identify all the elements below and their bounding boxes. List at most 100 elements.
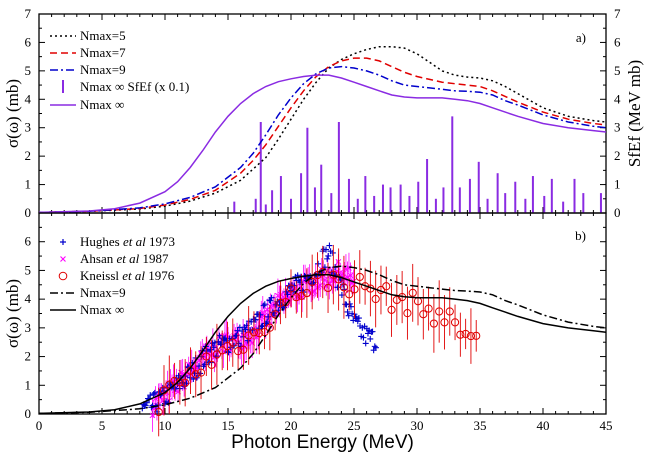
legend-etal: et al (123, 234, 146, 249)
kneissl-marker (440, 318, 449, 327)
panel-a-y-tick-label: 3 (25, 120, 32, 135)
kneissl-marker (355, 272, 364, 282)
hughes-marker (355, 315, 362, 322)
hughes-marker (216, 332, 223, 339)
legend-label-b-2: Kneissl et al 1976 (80, 268, 175, 283)
panel-b-y-tick-label: 6 (25, 234, 32, 249)
kneissl-marker (212, 350, 222, 359)
kneissl-marker (429, 319, 438, 328)
kneissl-marker (419, 310, 428, 319)
hughes-marker (268, 294, 275, 301)
hughes-marker (232, 333, 239, 340)
legend-kneissl-symbol (58, 271, 68, 281)
legend-year: 1987 (139, 251, 169, 266)
hughes-marker (197, 370, 204, 377)
panel-a-y2-tick-label: 4 (614, 91, 621, 106)
hughes-marker (315, 260, 322, 267)
x-axis-label: Photon Energy (MeV) (231, 432, 414, 453)
kneissl-marker (202, 352, 211, 361)
hughes-marker (228, 335, 235, 342)
kneissl-marker (424, 304, 433, 313)
legend-ahsan-symbol (60, 256, 66, 262)
kneissl-marker (265, 323, 274, 332)
panel-a-y-axis-label: σ(ω) (mb) (3, 79, 22, 148)
hughes-marker (324, 255, 331, 262)
kneissl-marker (350, 285, 359, 294)
hughes-marker (326, 242, 333, 249)
hughes-marker (267, 297, 274, 304)
kneissl-marker (302, 288, 311, 298)
panel-a-y-tick-label: 4 (25, 91, 32, 106)
hughes-marker (207, 346, 214, 353)
kneissl-marker (382, 282, 391, 291)
legend-authors: Hughes (80, 234, 123, 249)
kneissl-marker (181, 378, 190, 387)
panel-a-y-tick-label: 1 (25, 177, 32, 192)
hughes-marker (364, 330, 371, 337)
hughes-marker (325, 252, 332, 259)
hughes-marker (360, 334, 367, 341)
panel-a-y2-tick-label: 1 (614, 177, 621, 192)
panel-a-legend: Nmax=5 Nmax=7 Nmax=9 Nmax ∞ SfEf (x 0.1) Nma… (50, 28, 189, 112)
hughes-marker (372, 344, 379, 351)
kneissl-marker (276, 298, 285, 307)
kneissl-marker (228, 338, 237, 347)
hughes-marker (362, 340, 369, 347)
legend-label-b-1: Ahsan et al 1987 (80, 251, 169, 266)
hughes-marker (150, 391, 157, 398)
panel-a-y-tick-label: 0 (25, 205, 32, 220)
panel-a-series-line-3 (38, 74, 607, 214)
kneissl-marker (239, 345, 248, 354)
kneissl-marker (456, 330, 465, 339)
hughes-marker (147, 392, 154, 399)
panel-a: 0 1 2 3 4 5 6 7 0 1 2 3 4 5 6 7 σ(ω) (mb) SfEf (MeV mb) a)… (3, 6, 644, 220)
kneissl-marker (466, 331, 476, 341)
panel-b-x-tick-label: 20 (285, 418, 298, 433)
legend-b-line-label-1: Nmax ∞ (80, 302, 124, 317)
hughes-marker (264, 319, 271, 326)
panel-b-x-tick-label: 0 (36, 418, 43, 433)
legend-label-stems: Nmax ∞ SfEf (x 0.1) (80, 79, 189, 94)
kneissl-marker (334, 275, 343, 284)
hughes-marker (186, 374, 193, 381)
hughes-marker (371, 343, 378, 350)
panel-b-label: b) (575, 228, 586, 243)
hughes-marker (283, 288, 290, 295)
panel-a-y2-tick-label: 5 (614, 63, 621, 78)
kneissl-marker (154, 407, 163, 417)
legend-hughes-symbol (60, 239, 66, 245)
kneissl-marker (233, 347, 243, 356)
panel-b-x-tick-label: 35 (474, 418, 487, 433)
panel-a-y2-axis-label: SfEf (MeV mb) (625, 60, 644, 167)
kneissl-marker (292, 293, 301, 302)
legend-year: 1976 (145, 268, 175, 283)
kneissl-marker (323, 283, 333, 293)
kneissl-marker (435, 307, 444, 316)
hughes-marker (151, 389, 158, 396)
kneissl-marker (249, 328, 259, 337)
kneissl-marker (308, 277, 317, 287)
hughes-marker (367, 335, 374, 342)
hughes-marker (344, 308, 351, 315)
panel-a-y-tick-label: 5 (25, 63, 32, 78)
hughes-marker (239, 328, 246, 335)
hughes-marker (218, 340, 225, 347)
hughes-marker (343, 301, 350, 308)
kneissl-marker (472, 331, 481, 340)
panel-a-series-line-2 (38, 65, 607, 214)
panel-a-y-tick-label: 2 (25, 148, 32, 163)
panel-a-y2-tick-label: 2 (614, 148, 621, 163)
hughes-marker (225, 349, 232, 356)
panel-b-y-tick-label: 4 (25, 291, 32, 306)
panel-a-y-tick-label: 6 (25, 34, 32, 49)
panel-b-x-tick-label: 5 (99, 418, 106, 433)
legend-label-0: Nmax=5 (80, 28, 126, 43)
hughes-marker (260, 302, 267, 309)
kneissl-marker (345, 290, 354, 299)
hughes-marker (369, 328, 376, 335)
panel-a-frame (38, 13, 607, 214)
hughes-marker (329, 249, 336, 256)
legend-label-2: Nmax=9 (80, 62, 126, 77)
